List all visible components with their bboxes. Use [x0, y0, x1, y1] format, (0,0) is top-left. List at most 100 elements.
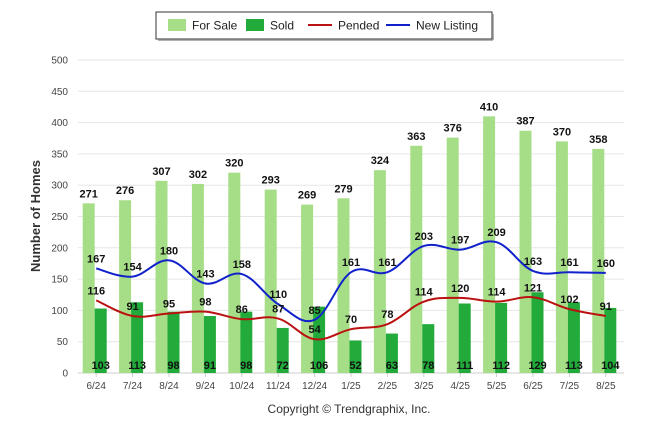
- x-tick-label: 7/25: [560, 381, 580, 392]
- new-listing-value-label: 110: [269, 289, 287, 301]
- pended-value-label: 87: [272, 304, 284, 316]
- for-sale-bar: [155, 180, 168, 373]
- pended-value-label: 95: [163, 299, 175, 311]
- y-tick-label: 500: [51, 56, 68, 67]
- new-listing-value-label: 161: [378, 257, 396, 269]
- sold-value-label: 113: [128, 360, 146, 372]
- x-tick-label: 3/25: [414, 381, 434, 392]
- for-sale-bar: [82, 203, 95, 373]
- for-sale-bar: [519, 130, 532, 373]
- pended-value-label: 121: [524, 282, 542, 294]
- new-listing-value-label: 209: [487, 227, 505, 239]
- legend-sold-swatch: [246, 19, 264, 31]
- sold-value-label: 98: [240, 360, 252, 372]
- x-tick-label: 6/24: [86, 381, 106, 392]
- sold-value-label: 129: [528, 360, 546, 372]
- sold-value-label: 106: [310, 360, 328, 372]
- sold-value-label: 91: [204, 360, 216, 372]
- sold-value-label: 103: [92, 360, 110, 372]
- pended-value-label: 70: [345, 314, 357, 326]
- sold-bar: [240, 311, 253, 373]
- x-tick-label: 2/25: [378, 381, 398, 392]
- data-labels-layer: 271 276 307 302 320 293 269 279 324 363 376 410 387 3…: [80, 101, 621, 372]
- legend-for-sale-swatch: [168, 19, 186, 31]
- for-sale-value-label: 363: [407, 131, 425, 143]
- pended-value-label: 114: [488, 287, 507, 299]
- y-tick-label: 150: [51, 275, 68, 286]
- legend-pended-label: Pended: [338, 19, 379, 33]
- y-axis-ticks: 0 50 100 150 200 250 300 350 400 450 500: [51, 56, 68, 380]
- sold-value-label: 112: [492, 360, 510, 372]
- sold-bar: [94, 308, 107, 373]
- for-sale-bar: [228, 172, 241, 373]
- new-listing-value-label: 161: [560, 257, 578, 269]
- x-tick-label: 10/24: [229, 381, 254, 392]
- for-sale-value-label: 358: [589, 134, 607, 146]
- sold-value-label: 111: [456, 360, 473, 372]
- for-sale-bar: [555, 141, 568, 373]
- sold-bar: [531, 292, 544, 373]
- y-tick-label: 250: [51, 212, 68, 223]
- pended-value-label: 102: [560, 294, 578, 306]
- for-sale-value-label: 376: [444, 123, 462, 135]
- for-sale-bar: [592, 148, 605, 373]
- lines-layer: [95, 240, 606, 341]
- legend-for-sale-label: For Sale: [192, 19, 238, 33]
- sold-value-label: 113: [565, 360, 583, 372]
- new-listing-value-label: 197: [451, 235, 469, 247]
- for-sale-value-label: 271: [80, 188, 98, 200]
- new-listing-value-label: 160: [597, 258, 615, 270]
- y-tick-label: 350: [51, 149, 68, 160]
- sold-value-label: 104: [601, 360, 620, 372]
- for-sale-bar: [373, 170, 386, 373]
- for-sale-bar: [337, 198, 350, 373]
- sold-bar: [131, 302, 144, 373]
- x-tick-label: 8/25: [596, 381, 616, 392]
- sold-bar: [203, 316, 216, 373]
- sold-bar: [349, 340, 362, 373]
- sold-bar: [567, 302, 580, 373]
- for-sale-value-label: 302: [189, 169, 207, 181]
- new-listing-value-label: 180: [160, 245, 178, 257]
- pended-value-label: 98: [199, 297, 211, 309]
- for-sale-bar: [191, 183, 204, 373]
- legend: For Sale Sold Pended New Listing: [155, 11, 494, 41]
- x-tick-label: 12/24: [302, 381, 327, 392]
- x-tick-label: 5/25: [487, 381, 507, 392]
- y-tick-label: 50: [57, 337, 69, 348]
- x-tick-label: 9/24: [196, 381, 216, 392]
- sold-value-label: 63: [386, 360, 398, 372]
- for-sale-value-label: 320: [225, 158, 243, 170]
- legend-sold-label: Sold: [270, 19, 294, 33]
- new-listing-line: [95, 240, 606, 323]
- new-listing-value-label: 158: [233, 259, 251, 271]
- y-tick-label: 100: [51, 306, 68, 317]
- sold-bar: [495, 302, 508, 373]
- y-tick-label: 450: [51, 87, 68, 98]
- sold-bar: [385, 333, 398, 373]
- x-axis-ticks: 6/24 7/24 8/24 9/24 10/24 11/24 12/24 1/25 2/25 3…: [86, 373, 616, 392]
- pended-value-label: 91: [600, 301, 612, 313]
- pended-line: [95, 296, 606, 341]
- for-sale-bar: [301, 204, 314, 373]
- sold-value-label: 78: [422, 360, 434, 372]
- for-sale-value-label: 307: [152, 166, 170, 178]
- new-listing-value-label: 161: [342, 257, 360, 269]
- x-tick-label: 6/25: [523, 381, 543, 392]
- copyright-text: Copyright © Trendgraphix, Inc.: [268, 402, 431, 416]
- for-sale-value-label: 279: [334, 183, 352, 195]
- for-sale-bar: [446, 137, 459, 373]
- new-listing-value-label: 167: [87, 253, 105, 265]
- bars-layer: [82, 116, 617, 373]
- new-listing-value-label: 163: [524, 256, 542, 268]
- for-sale-bar: [119, 200, 132, 373]
- y-axis-title: Number of Homes: [28, 160, 43, 272]
- pended-value-label: 120: [451, 283, 469, 295]
- sold-bar: [458, 303, 471, 373]
- y-tick-label: 0: [62, 369, 68, 380]
- x-tick-label: 8/24: [159, 381, 179, 392]
- new-listing-value-label: 143: [196, 268, 214, 280]
- sold-value-label: 52: [349, 360, 361, 372]
